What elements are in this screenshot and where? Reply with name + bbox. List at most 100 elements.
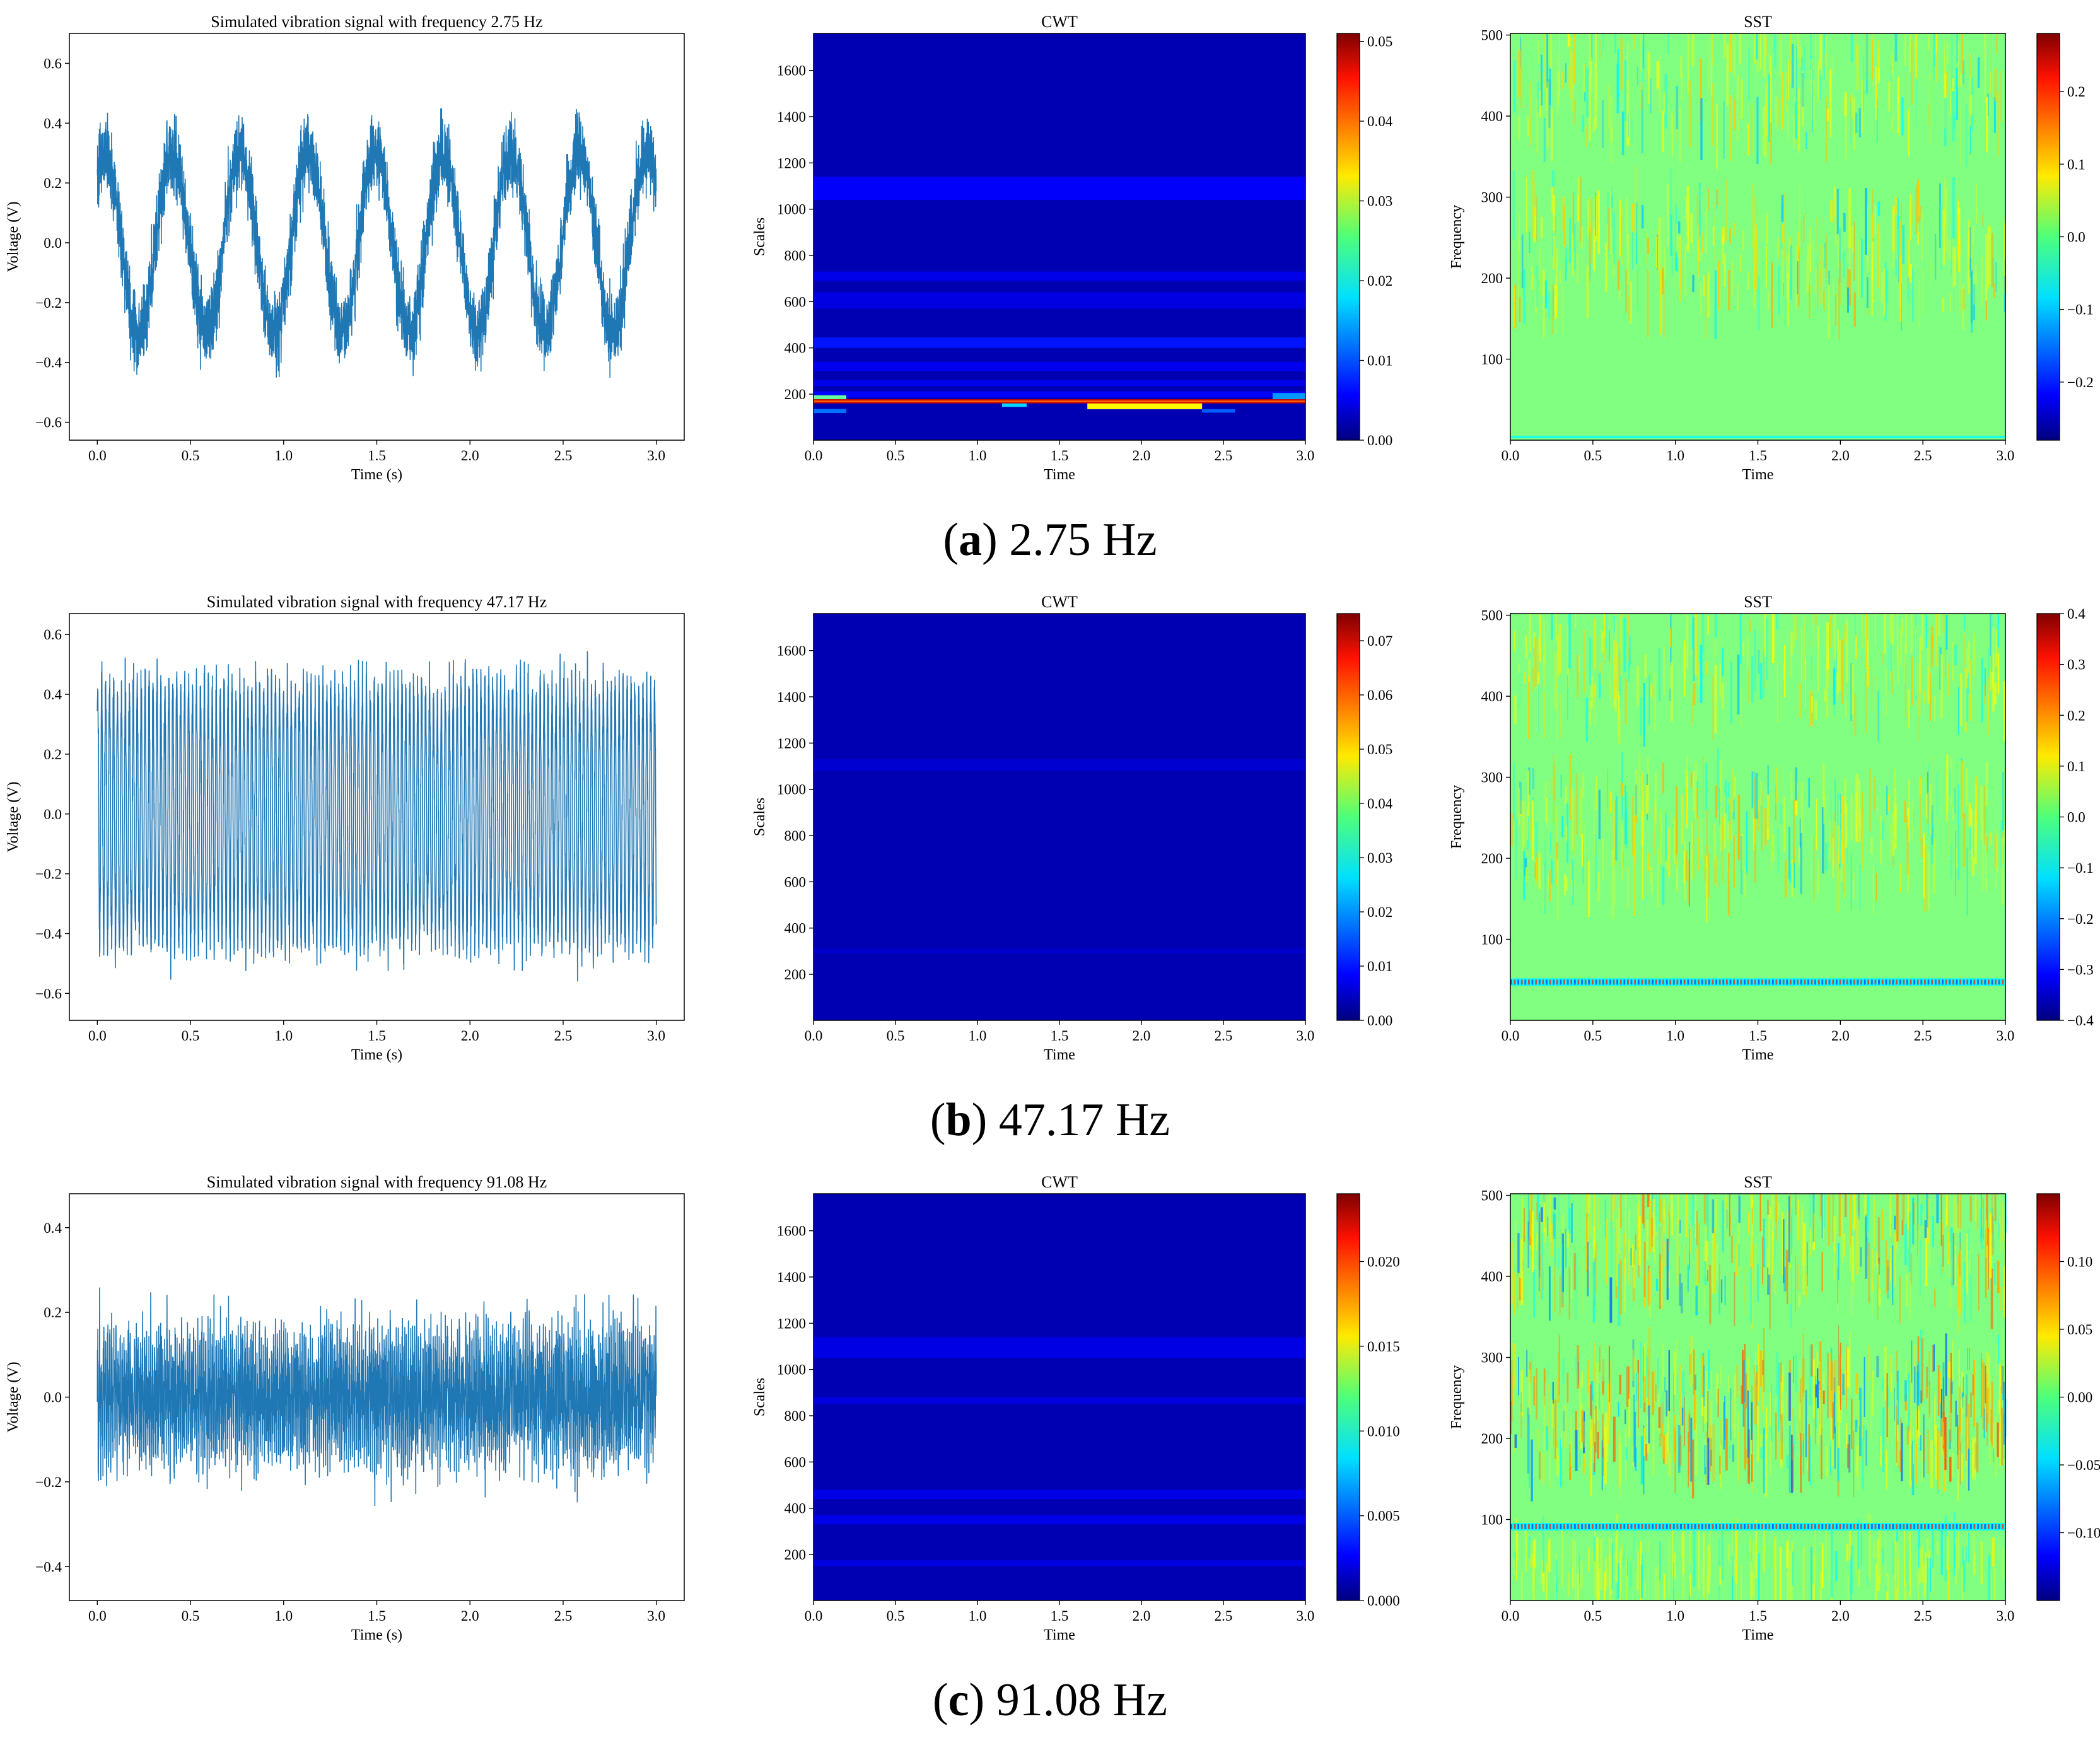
sst-streak (1536, 98, 1538, 153)
sst-streak (1855, 776, 1857, 803)
sst-streak (1763, 1428, 1765, 1494)
sst-ridge-mark (1729, 979, 1732, 985)
sst-streak (1922, 269, 1924, 315)
sst-streak (1876, 98, 1878, 143)
sst-streak (1939, 183, 1941, 248)
sst-streak (1626, 793, 1628, 848)
sst-streak (1686, 185, 1689, 251)
cwt-band (814, 391, 1305, 398)
sst-ridge-mark (1864, 1524, 1866, 1529)
sst-streak (1923, 1434, 1925, 1462)
sst-streak (1966, 648, 1968, 679)
sst-streak (1856, 1216, 1858, 1274)
sst-streak (1751, 771, 1754, 808)
sst-streak (1643, 1342, 1646, 1403)
sst-streak (1829, 1445, 1831, 1476)
sst-ridge-mark (1832, 979, 1835, 985)
sst-streak (1661, 1219, 1663, 1272)
sst-streak (1671, 1445, 1672, 1479)
sst-streak (1514, 1551, 1517, 1571)
sst-streak (1533, 207, 1536, 243)
sst-streak (1839, 236, 1840, 251)
sst-streak (1801, 1377, 1803, 1443)
sst-streak (1519, 781, 1522, 815)
sst-streak (1640, 1565, 1643, 1599)
sst-streak (1623, 1233, 1626, 1275)
sst-streak (1991, 1216, 1994, 1256)
sst-streak (1889, 824, 1892, 860)
colorbar-tick-label: 0.05 (1367, 742, 1392, 757)
sst-streak (1790, 1435, 1794, 1493)
sst-streak (1667, 1271, 1670, 1288)
sst-streak (1965, 104, 1968, 168)
sst-streak (1985, 233, 1988, 301)
sst-streak (1985, 300, 1987, 321)
sst-streak (1734, 98, 1735, 130)
sst-streak (1837, 793, 1839, 826)
sst-streak (1894, 197, 1897, 214)
sst-streak (1654, 803, 1656, 854)
sst-ridge-mark (1797, 1524, 1799, 1529)
sst-streak (1875, 614, 1877, 647)
sst-streak (1993, 283, 1995, 298)
sst-streak (1983, 1198, 1984, 1240)
sst-streak (1807, 1416, 1809, 1470)
y-tick-label: 0.2 (44, 747, 62, 762)
sst-ridge-mark (1782, 1524, 1785, 1529)
sst-streak (1809, 1345, 1812, 1406)
sst-streak (1706, 856, 1708, 923)
sst-ridge-mark (1520, 979, 1523, 985)
x-tick-label: 1.0 (274, 1028, 293, 1044)
sst-streak (1635, 1552, 1638, 1571)
sst-streak (1628, 1209, 1630, 1251)
sst-streak (1911, 1443, 1913, 1481)
sst-streak (1691, 693, 1693, 725)
sst-ridge-mark (1963, 1524, 1965, 1529)
colorbar-tick-label: 0.000 (1367, 1593, 1400, 1609)
sst-ridge-mark (1927, 979, 1930, 985)
sst-streak (1855, 1445, 1858, 1476)
sst-streak (1592, 1462, 1595, 1476)
sst-streak (1827, 1353, 1829, 1418)
sst-streak (1755, 1519, 1758, 1578)
sst-ridge-mark (1630, 979, 1633, 985)
sst-streak (1960, 673, 1963, 726)
colorbar-tick-label: 0.01 (1367, 353, 1392, 369)
sst-streak (1972, 241, 1974, 288)
y-tick-label: 1200 (777, 155, 806, 171)
sst-streak (1970, 660, 1972, 721)
sst-streak (1559, 271, 1561, 284)
sst-streak (1798, 108, 1800, 154)
sst-streak (1955, 1537, 1957, 1584)
sst-streak (1757, 276, 1760, 331)
sst-streak (1833, 668, 1836, 705)
sst-streak (1855, 112, 1858, 133)
sst-streak (1855, 636, 1857, 659)
sst-streak (1896, 1541, 1899, 1600)
y-tick-label: 400 (785, 921, 807, 936)
sst-streak (2002, 1332, 2004, 1389)
sst-streak (1923, 833, 1925, 899)
sst-streak (1618, 1430, 1620, 1488)
sst-streak (1532, 1542, 1535, 1567)
sst-streak (1875, 229, 1877, 291)
sst-streak (1892, 1245, 1894, 1305)
sst-streak (1865, 614, 1867, 669)
sst-streak (1514, 1273, 1515, 1315)
sst-ridge-mark (1538, 979, 1541, 985)
sst-streak (1635, 769, 1637, 798)
sst-streak (1876, 677, 1878, 743)
sst-streak (1886, 786, 1888, 815)
sst-streak (1807, 1242, 1808, 1286)
sst-streak (1729, 1194, 1730, 1237)
sst-streak (1993, 1568, 1996, 1600)
sst-streak (1852, 226, 1854, 252)
sst-streak (1788, 1425, 1791, 1493)
sst-streak (1595, 1242, 1597, 1293)
sst-streak (1732, 1444, 1735, 1462)
sst-streak (1631, 217, 1633, 230)
sst-streak (1841, 639, 1844, 704)
sst-streak (1733, 835, 1735, 888)
sst-streak (1587, 1216, 1589, 1259)
sst-streak (1782, 226, 1783, 294)
